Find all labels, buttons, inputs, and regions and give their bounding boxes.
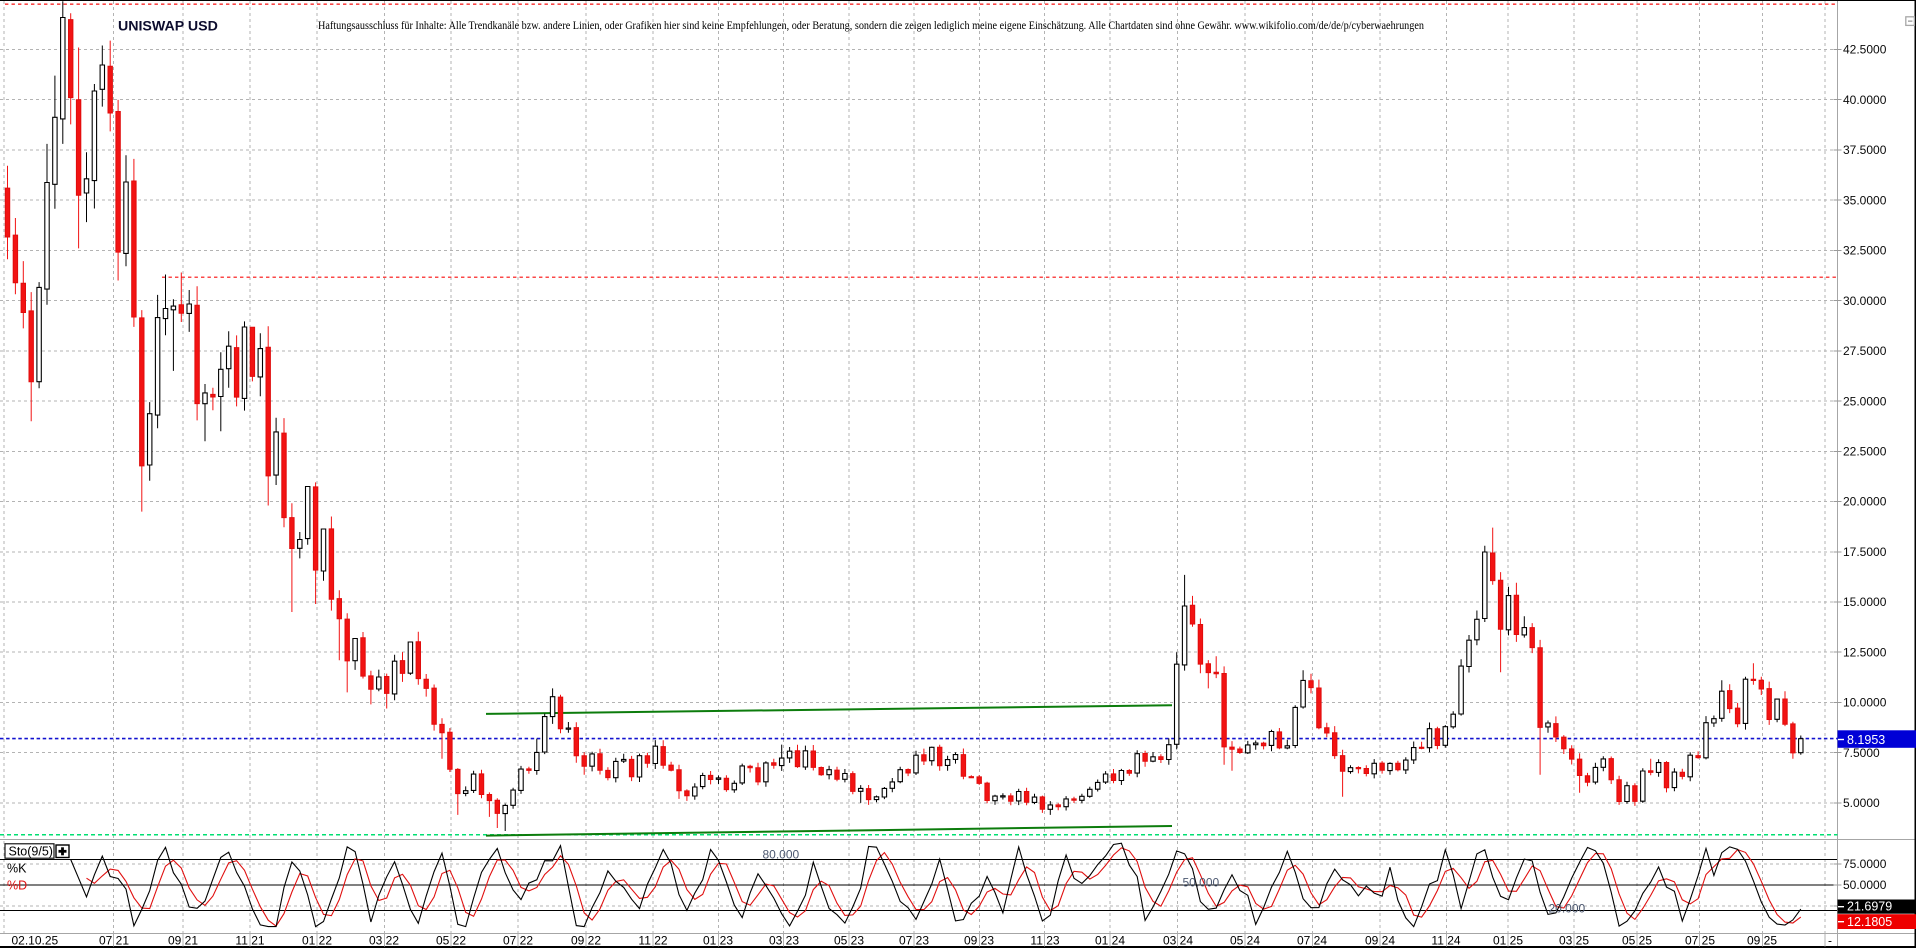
svg-text:03 25: 03 25: [1559, 933, 1589, 947]
svg-text:03 24: 03 24: [1163, 933, 1193, 947]
svg-text:05 22: 05 22: [436, 933, 466, 947]
svg-text:-: -: [1828, 933, 1832, 947]
svg-text:07 25: 07 25: [1685, 933, 1715, 947]
svg-text:25.0000: 25.0000: [1843, 394, 1887, 408]
svg-text:8.1953: 8.1953: [1847, 733, 1885, 747]
svg-text:80.000: 80.000: [763, 847, 800, 861]
svg-text:03 23: 03 23: [769, 933, 799, 947]
svg-text:05 23: 05 23: [834, 933, 864, 947]
svg-text:01 22: 01 22: [302, 933, 332, 947]
svg-text:01 23: 01 23: [703, 933, 733, 947]
svg-text:09 25: 09 25: [1747, 933, 1777, 947]
svg-text:21.6979: 21.6979: [1847, 900, 1892, 914]
svg-text:15.0000: 15.0000: [1843, 595, 1887, 609]
svg-text:Haftungsausschluss für Inhalte: Haftungsausschluss für Inhalte: Alle Tre…: [318, 18, 1424, 32]
svg-text:11 21: 11 21: [235, 933, 264, 947]
svg-text:Sto(9/5): Sto(9/5): [9, 844, 53, 858]
svg-text:20.000: 20.000: [1549, 901, 1586, 915]
svg-text:10.0000: 10.0000: [1843, 696, 1887, 710]
svg-text:30.0000: 30.0000: [1843, 294, 1887, 308]
svg-text:37.5000: 37.5000: [1843, 143, 1887, 157]
svg-text:35.0000: 35.0000: [1843, 193, 1887, 207]
svg-text:09 24: 09 24: [1365, 933, 1395, 947]
svg-text:09 21: 09 21: [168, 933, 198, 947]
svg-text:09 22: 09 22: [571, 933, 601, 947]
svg-text:42.5000: 42.5000: [1843, 43, 1887, 57]
svg-text:22.5000: 22.5000: [1843, 445, 1887, 459]
svg-text:11 23: 11 23: [1030, 933, 1059, 947]
svg-text:07 23: 07 23: [899, 933, 929, 947]
svg-text:01 24: 01 24: [1095, 933, 1125, 947]
svg-text:40.0000: 40.0000: [1843, 93, 1887, 107]
svg-text:07 24: 07 24: [1297, 933, 1327, 947]
svg-text:07 22: 07 22: [503, 933, 533, 947]
svg-text:12.5000: 12.5000: [1843, 645, 1887, 659]
svg-text:01 25: 01 25: [1493, 933, 1523, 947]
svg-text:UNISWAP USD: UNISWAP USD: [118, 19, 218, 35]
svg-text:32.5000: 32.5000: [1843, 244, 1887, 258]
svg-text:17.5000: 17.5000: [1843, 545, 1887, 559]
svg-text:12.1805: 12.1805: [1847, 915, 1892, 929]
svg-text:09 23: 09 23: [964, 933, 994, 947]
svg-text:50.0000: 50.0000: [1843, 878, 1887, 892]
svg-text:%D: %D: [7, 878, 27, 892]
svg-text:7.5000: 7.5000: [1843, 746, 1880, 760]
svg-text:03 22: 03 22: [369, 933, 399, 947]
svg-text:27.5000: 27.5000: [1843, 344, 1887, 358]
svg-text:20.0000: 20.0000: [1843, 495, 1887, 509]
svg-text:07 21: 07 21: [99, 933, 129, 947]
svg-text:11 24: 11 24: [1431, 933, 1460, 947]
svg-text:%K: %K: [7, 861, 27, 875]
svg-text:11 22: 11 22: [638, 933, 667, 947]
svg-text:05 25: 05 25: [1622, 933, 1652, 947]
svg-text:75.0000: 75.0000: [1843, 857, 1887, 871]
svg-text:02.10.25: 02.10.25: [12, 933, 59, 947]
svg-text:50.000: 50.000: [1183, 875, 1220, 889]
svg-text:5.0000: 5.0000: [1843, 796, 1880, 810]
svg-text:05 24: 05 24: [1230, 933, 1260, 947]
